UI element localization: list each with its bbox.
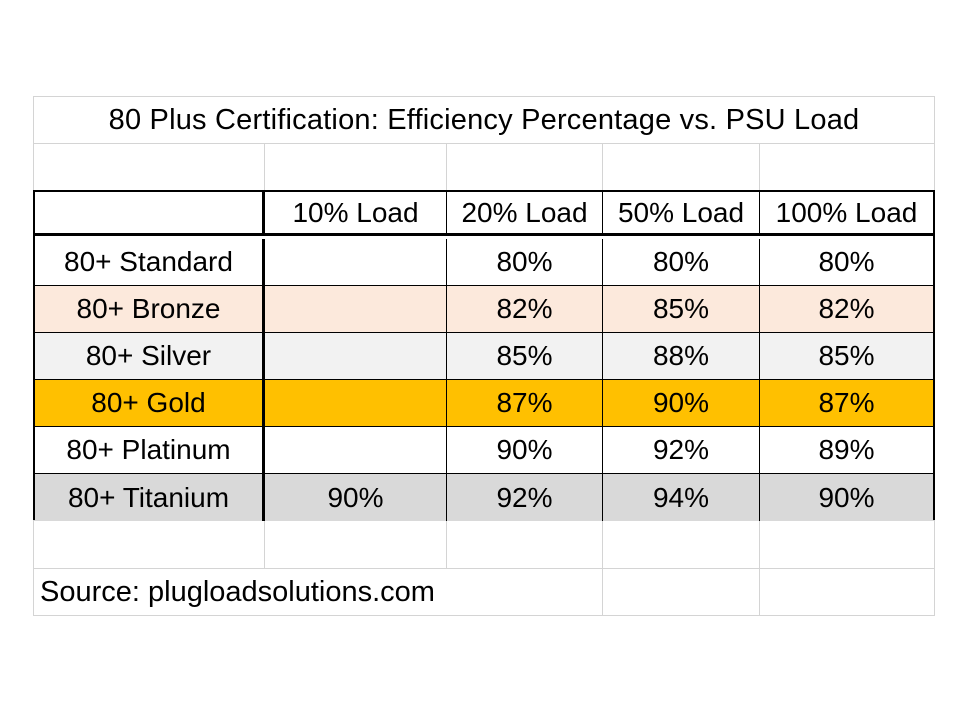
- gridline: [446, 143, 447, 191]
- gridline: [264, 143, 265, 191]
- gridline: [602, 520, 603, 616]
- header-cell: [35, 192, 265, 233]
- certification-table: 10% Load 20% Load 50% Load 100% Load 80+…: [33, 190, 935, 521]
- value-cell: 87%: [447, 380, 603, 426]
- row-label: 80+ Gold: [35, 380, 265, 426]
- value-cell: 87%: [818, 387, 875, 418]
- value-cell: [265, 286, 447, 332]
- chart-title: 80 Plus Certification: Efficiency Percen…: [108, 103, 860, 136]
- header-cell: 50% Load: [603, 192, 760, 233]
- row-label: 80+ Bronze: [35, 286, 265, 332]
- row-label: 80+ Standard: [35, 239, 265, 285]
- value-cell: 92%: [603, 427, 760, 473]
- header-cell: 10% Load: [265, 192, 447, 233]
- value-cell: 80%: [603, 239, 760, 285]
- table-row: 80+ Silver 85% 88% 85%: [35, 333, 933, 380]
- value-cell: 85%: [818, 340, 875, 371]
- gridline: [33, 568, 935, 569]
- value-cell: [265, 380, 447, 426]
- value-cell: 90%: [818, 481, 875, 513]
- gridline: [264, 520, 265, 568]
- value-cell: 88%: [603, 333, 760, 379]
- value-cell: 90%: [265, 474, 447, 521]
- source-note: Source: plugloadsolutions.com: [40, 576, 435, 608]
- value-cell: [265, 427, 447, 473]
- table-row: 80+ Titanium 90% 92% 94% 90%: [35, 474, 933, 521]
- gridline: [602, 143, 603, 191]
- gridline: [446, 520, 447, 568]
- header-cell: 100% Load: [775, 196, 918, 228]
- value-cell: 94%: [603, 474, 760, 521]
- value-cell: 85%: [447, 333, 603, 379]
- table-row: 80+ Gold 87% 90% 87%: [35, 380, 933, 427]
- header-row: 10% Load 20% Load 50% Load 100% Load: [35, 192, 933, 236]
- table-row: 80+ Standard 80% 80% 80%: [35, 239, 933, 286]
- gridline: [759, 520, 760, 616]
- value-cell: 92%: [447, 474, 603, 521]
- table-row: 80+ Platinum 90% 92% 89%: [35, 427, 933, 474]
- table-row: 80+ Bronze 82% 85% 82%: [35, 286, 933, 333]
- header-cell: 20% Load: [447, 192, 603, 233]
- value-cell: 82%: [447, 286, 603, 332]
- row-label: 80+ Titanium: [35, 474, 265, 521]
- gridline: [33, 143, 935, 144]
- value-cell: 89%: [818, 434, 875, 465]
- value-cell: 85%: [603, 286, 760, 332]
- row-label: 80+ Platinum: [35, 427, 265, 473]
- value-cell: [265, 239, 447, 285]
- spreadsheet: 80 Plus Certification: Efficiency Percen…: [33, 96, 935, 616]
- value-cell: 90%: [447, 427, 603, 473]
- value-cell: 82%: [818, 293, 875, 324]
- gridline: [759, 143, 760, 191]
- gridline: [33, 96, 935, 97]
- value-cell: 80%: [818, 246, 875, 277]
- gridline: [33, 615, 935, 616]
- value-cell: 90%: [603, 380, 760, 426]
- row-label: 80+ Silver: [35, 333, 265, 379]
- value-cell: [265, 333, 447, 379]
- value-cell: 80%: [447, 239, 603, 285]
